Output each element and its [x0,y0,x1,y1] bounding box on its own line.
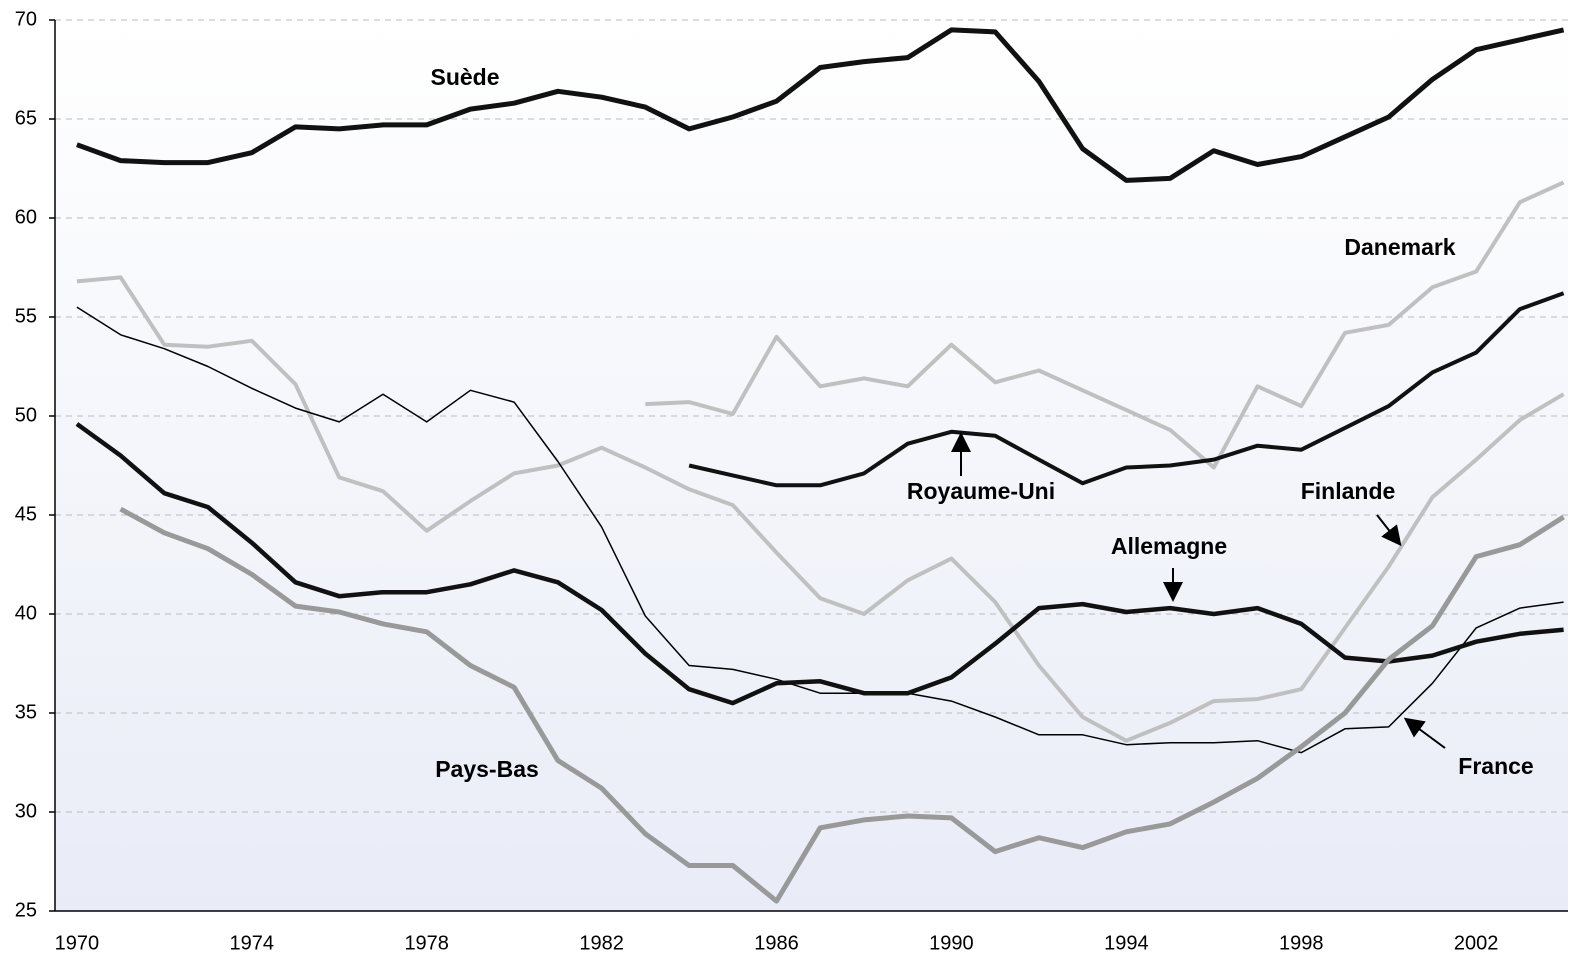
series-line [76,275,1565,743]
series-line [76,27,1565,183]
y-tick-label: 70 [15,8,37,30]
x-tick-label: 1998 [1279,932,1324,954]
x-tick-label: 2002 [1454,932,1499,954]
x-tick-label: 1986 [754,932,799,954]
y-tick-label: 55 [15,305,37,327]
y-tick-label: 60 [15,206,37,228]
series-line [75,422,1564,706]
series-label: Allemagne [1111,533,1227,559]
x-tick-label: 1974 [230,932,275,954]
y-tick-label: 50 [15,404,37,426]
series-line [688,291,1565,488]
x-tick-label: 1994 [1104,932,1149,954]
y-tick-label: 25 [15,899,37,921]
arrow [1376,514,1402,547]
y-tick-label: 30 [15,800,37,822]
series-label: Suède [430,64,499,90]
x-tick-label: 1982 [579,932,624,954]
series-line [119,506,1565,904]
y-tick-label: 65 [15,107,37,129]
arrow [1403,717,1446,749]
x-tick-label: 1990 [929,932,974,954]
series-label: Danemark [1344,234,1455,260]
y-tick-label: 35 [15,701,37,723]
series-label: France [1458,753,1533,779]
series-line [76,306,1564,754]
series-line [645,180,1565,470]
series-label: Pays-Bas [435,756,539,782]
y-tick-label: 40 [15,602,37,624]
x-tick-label: 1978 [404,932,449,954]
series-label: Finlande [1301,478,1396,504]
series-label: Royaume-Uni [907,478,1055,504]
y-tick-label: 45 [15,503,37,525]
x-tick-label: 1970 [55,932,100,954]
plot-area [55,20,1568,911]
